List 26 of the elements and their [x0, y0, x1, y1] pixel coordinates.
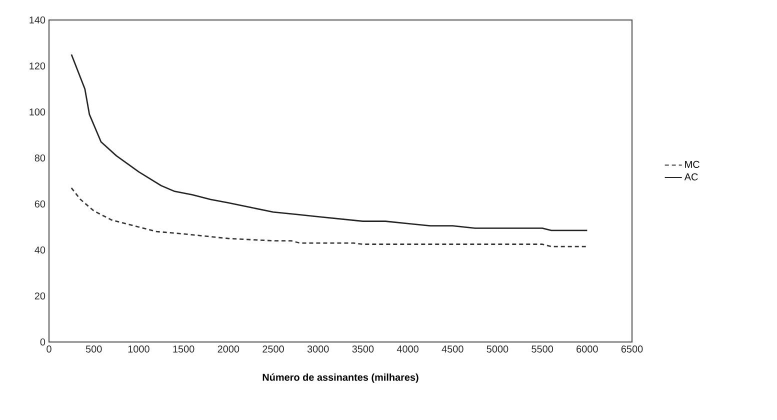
y-tick-label: 100 — [30, 108, 46, 116]
y-tick-label: 140 — [30, 16, 46, 24]
y-tick-label: 0 — [40, 338, 46, 346]
x-tick-label: 3000 — [307, 346, 329, 353]
x-tick-label: 3500 — [352, 346, 374, 353]
y-tick-label: 20 — [34, 292, 46, 300]
x-tick-label: 4000 — [396, 346, 418, 353]
x-tick-label: 5500 — [532, 346, 554, 353]
x-tick-label: 6500 — [621, 346, 643, 353]
legend-label: AC — [684, 173, 698, 180]
y-tick-label: 60 — [34, 200, 46, 208]
x-tick-label: 1500 — [173, 346, 194, 353]
x-axis-title: Número de assinantes (milhares) — [262, 373, 418, 383]
x-tick-label: 1000 — [128, 346, 150, 353]
x-tick-label: 2500 — [262, 346, 284, 353]
line-series — [70, 187, 588, 248]
x-tick-label: 500 — [86, 346, 102, 353]
legend-label: MC — [685, 160, 700, 168]
x-tick-label: 4500 — [442, 346, 464, 353]
y-tick-label: 40 — [34, 246, 46, 254]
x-tick-label: 6000 — [576, 346, 598, 353]
x-tick-label: 0 — [46, 346, 52, 353]
y-tick-label: 80 — [34, 154, 46, 162]
y-tick-label: 120 — [30, 62, 46, 70]
x-tick-label: 2000 — [218, 346, 240, 353]
x-tick-label: 5000 — [486, 346, 508, 353]
